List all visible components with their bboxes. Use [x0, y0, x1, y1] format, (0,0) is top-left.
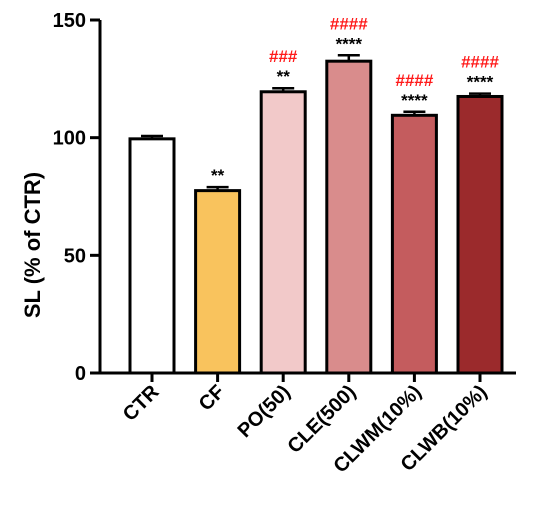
significance-stars: **** — [467, 73, 494, 92]
significance-hashes: #### — [330, 14, 368, 33]
significance-stars: ** — [277, 67, 291, 86]
bar-cf — [194, 189, 242, 375]
labels-layer: CTR**CF**###PO(50)****####CLE(500)****##… — [119, 14, 500, 477]
bar-clwb-10 — [456, 94, 504, 375]
significance-hashes: #### — [395, 71, 433, 90]
significance-stars: **** — [401, 91, 428, 110]
x-tick-label: CTR — [119, 381, 164, 426]
bar-ctr — [128, 137, 176, 375]
significance-stars: ** — [211, 166, 225, 185]
y-tick-label: 150 — [53, 10, 86, 32]
bar-po-50 — [259, 90, 307, 375]
y-tick-label: 100 — [53, 128, 86, 150]
bars-layer — [128, 54, 504, 375]
x-tick-label: CF — [195, 381, 229, 415]
y-tick-label: 50 — [64, 245, 86, 267]
y-axis-label: SL (% of CTR) — [20, 172, 45, 318]
x-tick-label: PO(50) — [234, 381, 295, 442]
bar-clwm-10 — [390, 113, 438, 375]
y-tick-label: 0 — [75, 363, 86, 385]
significance-hashes: ### — [269, 47, 298, 66]
significance-hashes: #### — [461, 53, 499, 72]
significance-stars: **** — [336, 34, 363, 53]
bar-cle-500 — [325, 59, 373, 375]
